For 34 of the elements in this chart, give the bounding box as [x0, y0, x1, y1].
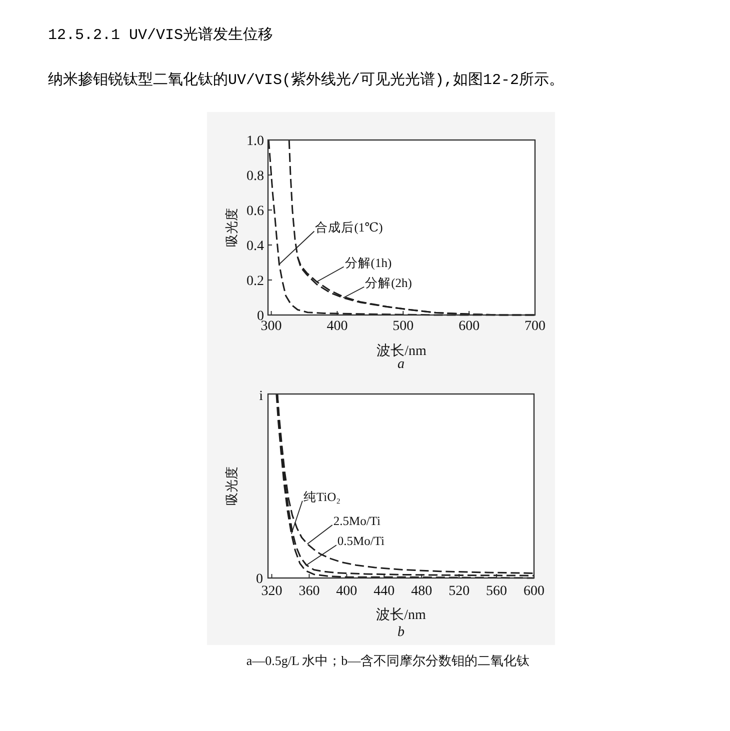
annotation: 分解(2h) — [365, 276, 412, 290]
y-tick-label: 0.4 — [246, 239, 264, 254]
x-tick-label: 300 — [260, 319, 282, 334]
annotation: 0.5Mo/Ti — [337, 534, 386, 548]
chart-title: 12.5.2.1 UV/VIS光谱发生位移 — [48, 26, 274, 44]
x-tick-label: 440 — [374, 584, 395, 599]
x-tick-label: 400 — [326, 319, 348, 334]
x-tick-label: 500 — [392, 319, 414, 334]
chart-subtitle: 纳米掺钼锐钛型二氧化钛的UV/VIS(紫外线光/可见光光谱),如图12-2所示。 — [48, 71, 564, 89]
x-tick-label: 480 — [411, 584, 432, 599]
y-tick-label: 0.8 — [246, 169, 264, 184]
x-tick-label: 600 — [524, 584, 544, 599]
x-tick-label: 560 — [486, 584, 508, 599]
text: a—0.5g/L 水中；b—含不同摩尔分数钼的二氧化钛 — [246, 653, 530, 668]
y-tick-label: 0.2 — [246, 274, 264, 289]
text: b — [398, 625, 404, 640]
y-axis-title: 吸光度 — [224, 208, 239, 247]
x-tick-label: 600 — [458, 319, 480, 334]
y-axis-title: 吸光度 — [224, 466, 239, 506]
annotation: 合成后(1℃) — [315, 220, 383, 234]
x-axis-title: 波长/nm — [376, 343, 426, 359]
text: a — [398, 357, 404, 372]
x-tick-label: 360 — [298, 584, 320, 599]
y-tick-label: 0.6 — [246, 204, 264, 219]
x-tick-label: 320 — [261, 584, 282, 599]
y-tick-label: 1.0 — [246, 134, 264, 149]
x-axis-title: 波长/nm — [376, 607, 426, 623]
x-tick-label: 700 — [524, 319, 546, 334]
annotation: 分解(1h) — [344, 256, 392, 270]
x-tick-label: 400 — [336, 584, 358, 599]
annotation: 2.5Mo/Ti — [333, 514, 381, 528]
x-tick-label: 520 — [448, 584, 470, 599]
annotation: 纯TiO₂ — [303, 490, 340, 504]
text: i — [259, 389, 264, 404]
